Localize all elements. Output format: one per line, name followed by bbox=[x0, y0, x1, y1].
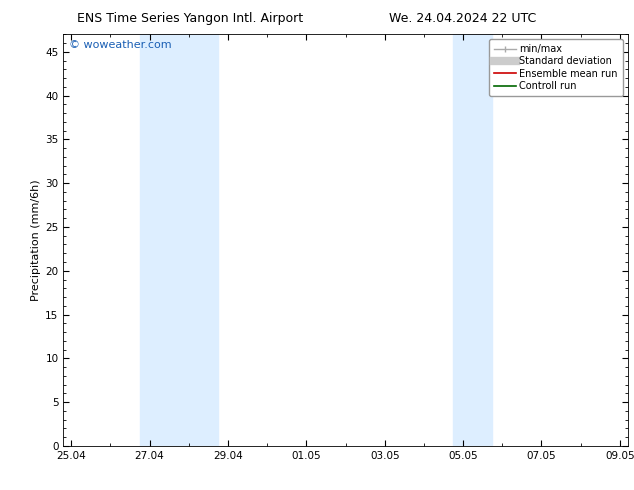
Text: We. 24.04.2024 22 UTC: We. 24.04.2024 22 UTC bbox=[389, 12, 536, 25]
Text: ENS Time Series Yangon Intl. Airport: ENS Time Series Yangon Intl. Airport bbox=[77, 12, 303, 25]
Text: © woweather.com: © woweather.com bbox=[69, 41, 172, 50]
Bar bbox=[140, 34, 159, 446]
Bar bbox=[473, 34, 493, 446]
Legend: min/max, Standard deviation, Ensemble mean run, Controll run: min/max, Standard deviation, Ensemble me… bbox=[489, 39, 623, 96]
Bar bbox=[159, 34, 218, 446]
Bar bbox=[453, 34, 473, 446]
Y-axis label: Precipitation (mm/6h): Precipitation (mm/6h) bbox=[31, 179, 41, 301]
